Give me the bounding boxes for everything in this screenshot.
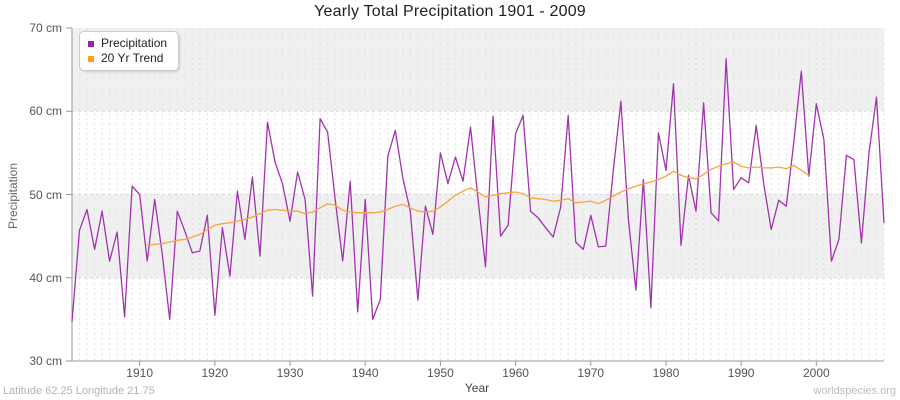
- x-tick-label: 1980: [652, 366, 680, 380]
- x-tick-label: 1910: [126, 366, 153, 380]
- coordinates-label: Latitude 62.25 Longitude 21.75: [3, 385, 155, 397]
- trend-swatch-icon: [88, 55, 94, 62]
- y-tick-label: 30 cm: [29, 354, 62, 368]
- watermark-label: worldspecies.org: [813, 385, 896, 397]
- x-tick-label: 2000: [802, 366, 830, 380]
- x-tick-label: 1990: [727, 366, 755, 380]
- y-tick-label: 50 cm: [29, 187, 62, 202]
- chart-legend: Precipitation 20 Yr Trend: [79, 31, 180, 71]
- x-tick-label: 1940: [351, 366, 379, 380]
- x-tick-label: 1970: [577, 366, 605, 380]
- legend-label: 20 Yr Trend: [101, 51, 164, 65]
- chart-title: Yearly Total Precipitation 1901 - 2009: [314, 3, 586, 20]
- x-tick-label: 1920: [201, 366, 229, 380]
- x-tick-label: 1950: [427, 366, 454, 380]
- y-tick-label: 40 cm: [29, 270, 62, 285]
- precipitation-swatch-icon: [88, 40, 94, 47]
- y-tick-label: 70 cm: [29, 21, 62, 35]
- legend-label: Precipitation: [101, 36, 168, 50]
- x-tick-label: 1930: [276, 366, 304, 380]
- y-tick-label: 60 cm: [29, 104, 62, 119]
- legend-item-precipitation: Precipitation: [88, 36, 167, 51]
- x-axis-title: Year: [464, 381, 490, 395]
- precipitation-line: [71, 58, 885, 322]
- x-tick-label: 1960: [502, 366, 529, 380]
- legend-item-trend: 20 Yr Trend: [88, 51, 167, 66]
- trend-line: [147, 161, 810, 246]
